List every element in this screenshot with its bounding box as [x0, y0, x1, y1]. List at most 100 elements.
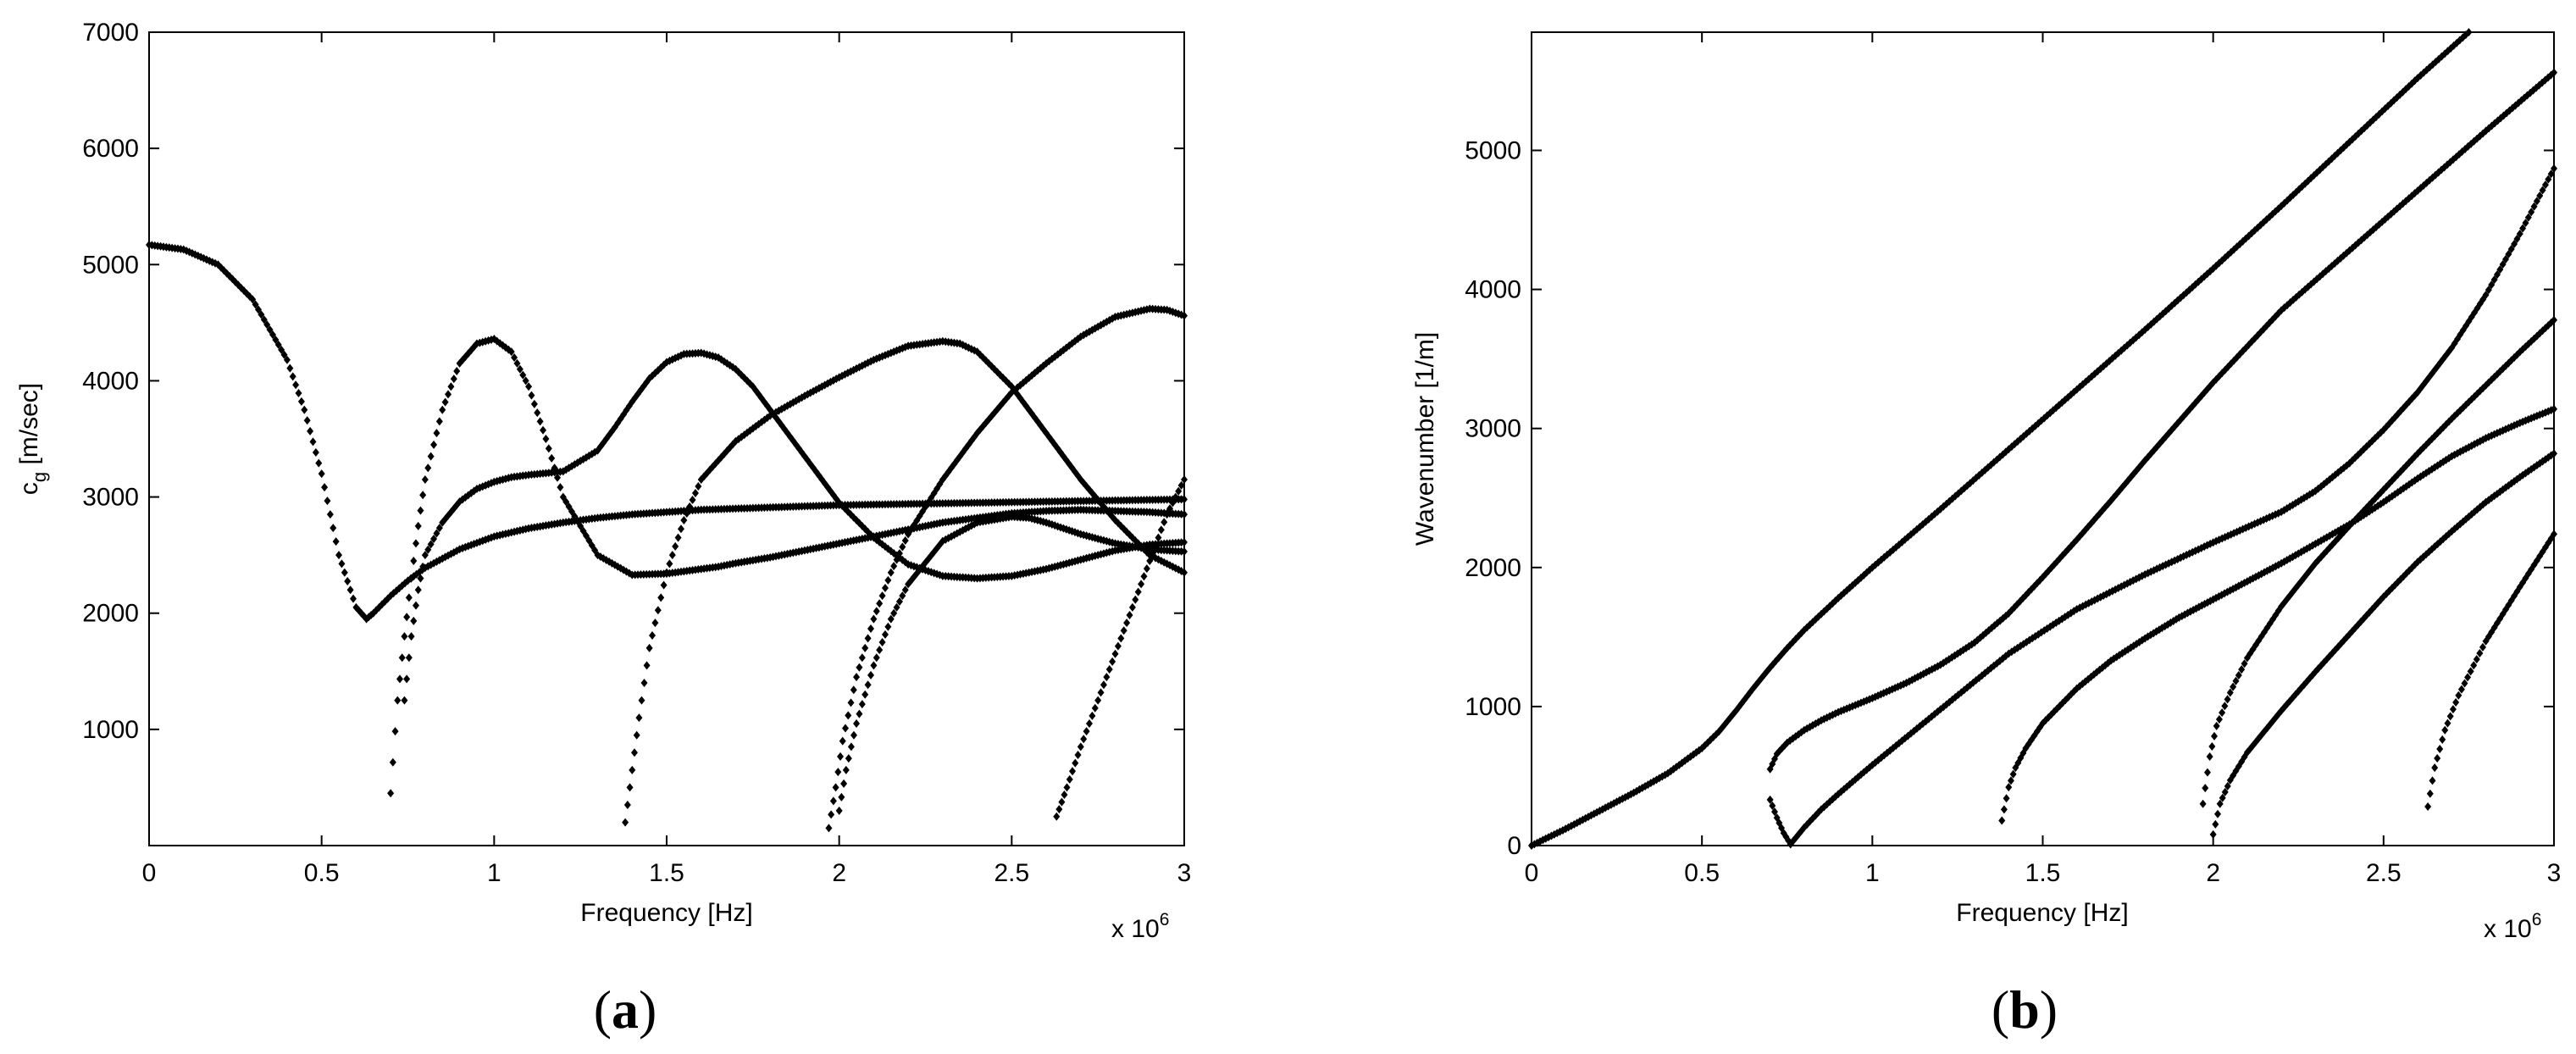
data-point: [405, 653, 413, 663]
data-point: [2226, 688, 2234, 697]
data-point: [410, 557, 418, 565]
data-point: [2536, 191, 2544, 200]
data-point: [858, 700, 866, 709]
data-point: [430, 440, 438, 449]
data-point: [856, 663, 863, 672]
data-point: [1105, 665, 1113, 674]
data-point: [884, 575, 892, 585]
data-point: [1155, 533, 1162, 542]
data-point: [837, 752, 845, 761]
data-point: [315, 458, 323, 468]
data-point: [2434, 754, 2441, 763]
y-tick-label: 2000: [82, 600, 139, 628]
data-point: [407, 632, 415, 641]
data-point: [890, 562, 898, 571]
data-point: [1063, 783, 1071, 792]
data-point: [398, 653, 406, 663]
data-point: [1103, 673, 1111, 682]
data-point: [633, 730, 640, 740]
data-point: [318, 469, 325, 479]
data-point: [1080, 735, 1088, 744]
data-point: [1181, 538, 1188, 547]
data-point: [258, 310, 265, 319]
data-point: [1769, 801, 1776, 810]
data-point: [1074, 751, 1082, 760]
data-point: [2426, 789, 2434, 798]
data-point: [522, 376, 529, 386]
panel-a-y-axis-title: cg [m/sec]: [15, 383, 50, 495]
data-point: [2374, 430, 2382, 440]
data-point: [540, 425, 547, 435]
x-tick-label: 1: [487, 859, 501, 887]
series-3: [1766, 795, 1794, 849]
data-point: [435, 524, 443, 533]
data-point: [654, 606, 662, 615]
data-point: [672, 541, 679, 551]
data-point: [2232, 676, 2240, 685]
data-point: [2464, 673, 2472, 682]
data-point: [1072, 758, 1079, 768]
data-point: [1138, 580, 1145, 589]
data-point: [861, 643, 869, 652]
panel-a-x-axis-title: Frequency [Hz]: [580, 899, 752, 927]
data-point: [864, 634, 872, 643]
data-point: [2219, 708, 2226, 718]
data-point: [439, 405, 446, 414]
data-point: [1146, 557, 1154, 565]
data-point: [856, 709, 863, 718]
data-point: [1117, 634, 1125, 643]
data-point: [427, 540, 435, 549]
data-point: [321, 483, 329, 492]
data-point: [895, 597, 903, 606]
data-point: [850, 730, 857, 740]
data-point: [1177, 480, 1185, 490]
data-point: [640, 679, 648, 687]
data-point: [427, 452, 435, 461]
y-tick-label: 2000: [1465, 554, 1521, 582]
data-point: [840, 779, 848, 788]
data-point: [622, 818, 629, 827]
data-point: [1097, 688, 1105, 697]
data-point: [2541, 180, 2549, 190]
data-point: [1114, 641, 1122, 651]
data-point: [1126, 611, 1133, 619]
data-point: [419, 491, 427, 500]
data-point: [1181, 547, 1188, 557]
data-point: [528, 391, 535, 400]
data-point: [2551, 164, 2557, 173]
data-point: [421, 475, 429, 484]
data-point: [433, 429, 440, 438]
data-point: [686, 502, 694, 511]
data-point: [2224, 695, 2231, 704]
data-point: [2219, 793, 2226, 802]
data-point: [405, 593, 413, 602]
data-point: [890, 608, 898, 618]
data-point: [838, 792, 845, 802]
data-point: [887, 614, 895, 624]
data-point: [338, 559, 346, 569]
data-point: [249, 295, 257, 304]
data-point: [424, 545, 432, 554]
data-point: [2208, 741, 2216, 751]
data-point: [403, 674, 411, 684]
data-point: [853, 673, 861, 682]
series-2: [387, 335, 1188, 798]
data-point: [2488, 280, 2496, 290]
panel-b-x-multiplier: x 106: [2484, 910, 2541, 943]
data-point: [1149, 548, 1156, 558]
data-point: [2216, 799, 2224, 808]
data-point: [2203, 768, 2211, 777]
data-point: [2009, 769, 2017, 779]
data-point: [332, 537, 340, 546]
data-point: [252, 300, 259, 309]
data-point: [695, 482, 702, 491]
data-point: [407, 574, 415, 583]
data-point: [847, 698, 855, 707]
data-point: [2215, 714, 2223, 724]
data-point: [441, 397, 449, 407]
data-point: [2493, 270, 2501, 280]
data-point: [212, 258, 219, 268]
data-point: [1043, 429, 1050, 438]
data-point: [2019, 431, 2027, 441]
series-1: [1528, 28, 2473, 850]
